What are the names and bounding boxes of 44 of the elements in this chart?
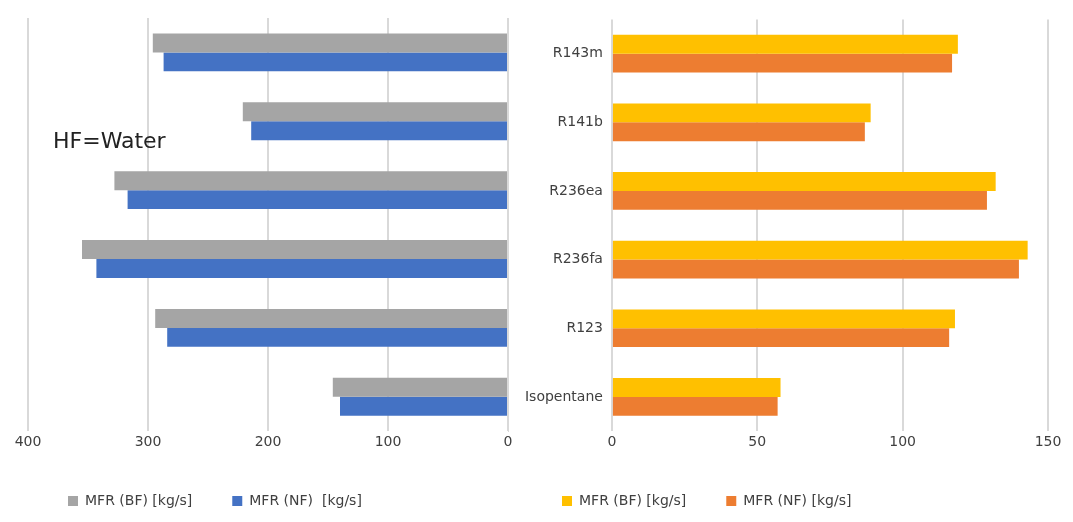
x-tick-label: 100 bbox=[889, 433, 917, 450]
bar bbox=[152, 33, 507, 53]
bar bbox=[163, 52, 507, 72]
bar bbox=[242, 102, 507, 122]
y-tick-label: Isopentane bbox=[524, 387, 603, 404]
bar bbox=[332, 377, 507, 397]
bar bbox=[612, 309, 955, 329]
x-tick-label: 0 bbox=[607, 433, 617, 450]
bar bbox=[612, 172, 996, 191]
y-tick-label: R236ea bbox=[549, 181, 603, 198]
legend-label: MFR (NF) [kg/s] bbox=[249, 491, 362, 508]
x-tick-label: 50 bbox=[748, 433, 767, 450]
bar bbox=[82, 240, 507, 260]
bar bbox=[612, 103, 871, 123]
bar bbox=[612, 396, 778, 416]
bar bbox=[251, 121, 507, 141]
y-tick-label: R143m bbox=[552, 44, 603, 61]
x-tick-label: 100 bbox=[374, 433, 402, 450]
x-tick-label: 300 bbox=[134, 433, 162, 450]
bar bbox=[612, 190, 987, 210]
bar bbox=[612, 378, 781, 397]
bar bbox=[340, 396, 507, 416]
bar bbox=[167, 327, 507, 347]
y-tick-label: R141b bbox=[557, 112, 604, 129]
x-tick-label: 0 bbox=[503, 433, 513, 450]
x-tick-label: 200 bbox=[254, 433, 282, 450]
bar bbox=[155, 308, 507, 328]
bar bbox=[612, 240, 1028, 260]
legend-label: MFR (BF) [kg/s] bbox=[579, 491, 687, 508]
bar bbox=[612, 53, 953, 73]
x-tick-label: 150 bbox=[1034, 433, 1062, 450]
bar bbox=[612, 122, 865, 142]
bar bbox=[96, 259, 507, 278]
bar bbox=[612, 259, 1019, 279]
bar bbox=[612, 34, 958, 54]
x-tick-label: 400 bbox=[14, 433, 42, 450]
bar bbox=[114, 171, 507, 191]
bar bbox=[612, 328, 950, 348]
y-tick-label: R123 bbox=[566, 318, 603, 335]
legend-label: MFR (NF) [kg/s] bbox=[743, 491, 852, 508]
y-tick-label: R236fa bbox=[552, 250, 603, 267]
legend-label: MFR (BF) [kg/s] bbox=[85, 491, 193, 508]
bar bbox=[127, 190, 507, 210]
annotation: HF=Water bbox=[53, 127, 167, 153]
